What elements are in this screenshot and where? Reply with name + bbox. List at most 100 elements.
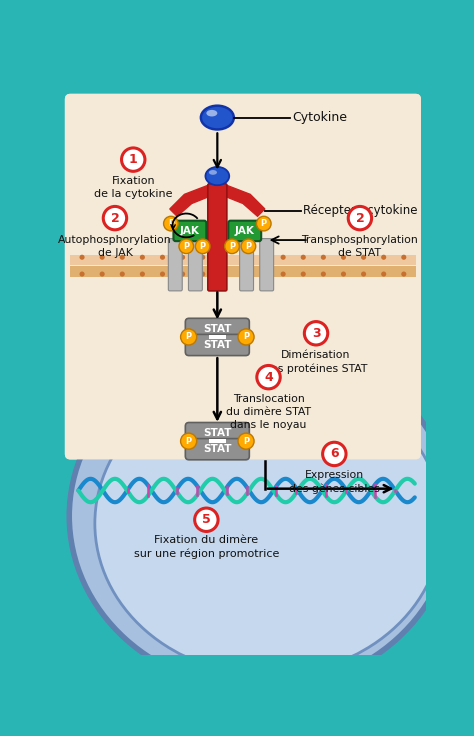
Circle shape bbox=[160, 272, 165, 277]
FancyBboxPatch shape bbox=[228, 221, 261, 241]
Circle shape bbox=[261, 272, 265, 277]
Circle shape bbox=[240, 255, 246, 260]
Ellipse shape bbox=[201, 106, 234, 130]
Text: P: P bbox=[168, 219, 174, 228]
FancyBboxPatch shape bbox=[185, 318, 249, 339]
Circle shape bbox=[80, 272, 85, 277]
Polygon shape bbox=[170, 185, 210, 216]
Circle shape bbox=[281, 272, 286, 277]
FancyBboxPatch shape bbox=[185, 439, 249, 460]
Circle shape bbox=[301, 272, 306, 277]
Text: Cytokine: Cytokine bbox=[292, 111, 347, 124]
Circle shape bbox=[120, 272, 125, 277]
Ellipse shape bbox=[205, 167, 229, 185]
Circle shape bbox=[323, 442, 346, 466]
Text: P: P bbox=[183, 241, 189, 251]
Circle shape bbox=[401, 255, 406, 260]
Circle shape bbox=[301, 255, 306, 260]
Text: Translocation
du dimère STAT
dans le noyau: Translocation du dimère STAT dans le noy… bbox=[226, 394, 311, 430]
FancyBboxPatch shape bbox=[260, 238, 273, 291]
Bar bbox=[209, 335, 226, 339]
FancyBboxPatch shape bbox=[173, 221, 206, 241]
Circle shape bbox=[321, 255, 326, 260]
Ellipse shape bbox=[95, 372, 442, 675]
Circle shape bbox=[100, 272, 105, 277]
Text: Transphosphorylation
de STAT: Transphosphorylation de STAT bbox=[301, 235, 418, 258]
Circle shape bbox=[281, 255, 286, 260]
Text: Fixation du dimère
sur une région promotrice: Fixation du dimère sur une région promot… bbox=[134, 535, 279, 559]
Text: STAT: STAT bbox=[203, 428, 232, 438]
Circle shape bbox=[180, 255, 185, 260]
Ellipse shape bbox=[69, 342, 453, 690]
Text: P: P bbox=[246, 241, 252, 251]
Circle shape bbox=[181, 433, 197, 449]
Circle shape bbox=[121, 148, 145, 171]
Circle shape bbox=[160, 255, 165, 260]
Text: P: P bbox=[200, 241, 206, 251]
Text: Dimérisation
des protéines STAT: Dimérisation des protéines STAT bbox=[264, 350, 368, 374]
FancyBboxPatch shape bbox=[65, 93, 421, 459]
FancyBboxPatch shape bbox=[52, 80, 434, 663]
Circle shape bbox=[179, 239, 193, 254]
Circle shape bbox=[100, 255, 105, 260]
Circle shape bbox=[220, 255, 225, 260]
Circle shape bbox=[381, 272, 386, 277]
Text: Expression
des gènes cibles: Expression des gènes cibles bbox=[289, 470, 380, 495]
Text: 3: 3 bbox=[312, 327, 320, 340]
Circle shape bbox=[257, 366, 280, 389]
Circle shape bbox=[140, 272, 145, 277]
Circle shape bbox=[241, 239, 255, 254]
Circle shape bbox=[181, 329, 197, 345]
Circle shape bbox=[238, 433, 254, 449]
Circle shape bbox=[200, 255, 205, 260]
Circle shape bbox=[200, 272, 205, 277]
FancyBboxPatch shape bbox=[189, 238, 202, 291]
Text: JAK: JAK bbox=[180, 226, 200, 236]
FancyBboxPatch shape bbox=[185, 334, 249, 355]
Circle shape bbox=[261, 255, 265, 260]
Polygon shape bbox=[225, 185, 265, 216]
Circle shape bbox=[256, 216, 271, 231]
Circle shape bbox=[304, 322, 328, 345]
Text: 2: 2 bbox=[356, 212, 365, 224]
Circle shape bbox=[381, 255, 386, 260]
Text: P: P bbox=[185, 333, 191, 342]
Circle shape bbox=[238, 329, 254, 345]
FancyBboxPatch shape bbox=[65, 93, 421, 459]
Text: P: P bbox=[261, 219, 267, 228]
Circle shape bbox=[401, 272, 406, 277]
Bar bbox=[70, 255, 416, 265]
Text: 4: 4 bbox=[264, 371, 273, 383]
Circle shape bbox=[195, 508, 218, 531]
Bar bbox=[209, 439, 226, 443]
FancyBboxPatch shape bbox=[208, 184, 227, 291]
FancyBboxPatch shape bbox=[240, 238, 254, 291]
Text: JAK: JAK bbox=[235, 226, 255, 236]
Circle shape bbox=[120, 255, 125, 260]
Circle shape bbox=[225, 239, 239, 254]
Circle shape bbox=[341, 255, 346, 260]
Text: 5: 5 bbox=[202, 513, 211, 526]
Circle shape bbox=[240, 272, 246, 277]
Circle shape bbox=[341, 272, 346, 277]
Text: 2: 2 bbox=[110, 212, 119, 224]
FancyBboxPatch shape bbox=[185, 422, 249, 444]
Text: STAT: STAT bbox=[203, 324, 232, 334]
Text: P: P bbox=[185, 436, 191, 446]
Text: 6: 6 bbox=[330, 447, 338, 461]
Text: STAT: STAT bbox=[203, 445, 232, 454]
Circle shape bbox=[361, 255, 366, 260]
Circle shape bbox=[361, 272, 366, 277]
Text: P: P bbox=[229, 241, 235, 251]
Circle shape bbox=[348, 206, 372, 230]
Circle shape bbox=[164, 216, 178, 231]
Text: P: P bbox=[243, 436, 249, 446]
Circle shape bbox=[220, 272, 225, 277]
FancyBboxPatch shape bbox=[168, 238, 182, 291]
Circle shape bbox=[80, 255, 85, 260]
Circle shape bbox=[103, 206, 127, 230]
Circle shape bbox=[180, 272, 185, 277]
Text: Fixation
de la cytokine: Fixation de la cytokine bbox=[94, 176, 173, 199]
Bar bbox=[70, 266, 416, 277]
Ellipse shape bbox=[206, 110, 218, 116]
